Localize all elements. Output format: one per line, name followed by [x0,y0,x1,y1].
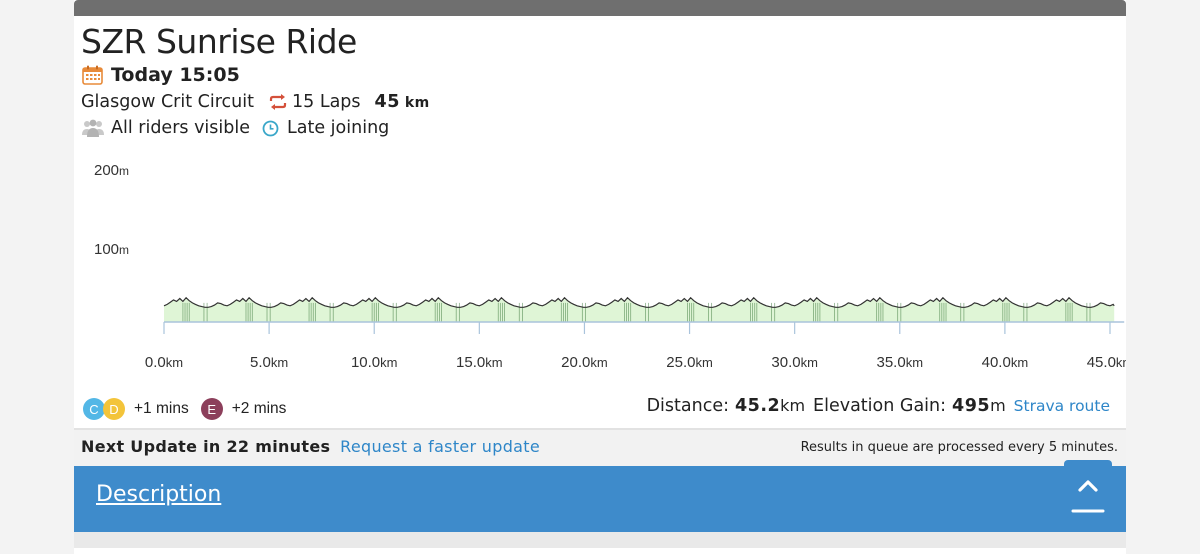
strava-route-link[interactable]: Strava route [1013,397,1110,415]
elevation-area [164,297,1115,322]
scroll-to-top-button[interactable] [1064,460,1112,518]
route-distance-value: 45 [374,92,400,112]
next-update: Next Update in 22 minutes Request a fast… [81,437,540,456]
y-tick-label: 200m [94,162,129,179]
route-row: Glasgow Crit Circuit 15 Laps 45 km [81,92,430,112]
distance-unit: km [780,396,806,415]
route-stats: Distance: 45.2 km Elevation Gain: 495 m … [647,396,1110,416]
category-e-offset: +2 mins [231,400,287,417]
route-name: Glasgow Crit Circuit [81,92,254,112]
laps-count: 15 Laps [291,92,361,112]
y-tick-label: 100m [94,241,129,258]
x-tick-label: 0.0km [145,354,183,371]
x-tick-label: 25.0km [666,354,713,371]
x-tick-label: 45.0km [1087,354,1126,371]
laps-info: 15 Laps [268,92,361,112]
late-joining-text: Late joining [287,118,390,138]
event-date-row: Today 15:05 [82,64,240,86]
request-faster-update-link[interactable]: Request a faster update [340,437,540,456]
category-offsets: C D +1 mins E +2 mins [83,398,286,420]
riders-group-icon [82,119,104,137]
route-distance-unit: km [404,95,430,111]
event-card: SZR Sunrise Ride Today 15:05 Glasgow Cri… [74,0,1126,554]
description-toggle[interactable]: Description [96,482,222,507]
elevation-unit: m [990,396,1006,415]
category-c-badge: C [83,398,105,420]
x-tick-label: 15.0km [456,354,503,371]
event-title: SZR Sunrise Ride [81,22,357,61]
description-bar[interactable]: Description [74,460,1126,532]
x-tick-label: 40.0km [982,354,1029,371]
elevation-line [163,296,1115,308]
event-date: Today 15:05 [111,64,240,86]
category-e-badge: E [200,398,223,420]
visibility-text: All riders visible [111,118,251,138]
route-distance: 45 km [375,92,430,112]
x-tick-label: 10.0km [351,354,398,371]
elevation-value: 495 [952,396,991,416]
chevron-up-icon [1071,480,1105,513]
elevation-profile-chart: 200m 100m 0.0km 5.0km 10.0km 15.0km 20.0km 25.… [94,162,1126,371]
elevation-label: Elevation Gain: [813,396,947,416]
x-tick-label: 20.0km [561,354,608,371]
divider [74,428,1126,430]
next-update-text: Next Update in 22 minutes [81,437,331,456]
category-d-badge: D [103,398,125,420]
elevation-detail-marks [182,302,1091,322]
category-d-offset: +1 mins [134,400,189,417]
calendar-icon [82,65,103,85]
top-bar [74,0,1126,16]
queue-note: Results in queue are processed every 5 m… [800,440,1118,455]
x-tick-label: 30.0km [771,354,818,371]
x-tick-label: 5.0km [250,354,288,371]
distance-value: 45.2 [734,396,781,416]
repeat-icon [269,94,287,110]
visibility-row: All riders visible Late joining [82,118,389,138]
bottom-strip [74,532,1126,554]
update-bar: Next Update in 22 minutes Request a fast… [74,430,1126,466]
distance-label: Distance: [646,396,729,416]
clock-icon [262,120,279,136]
x-tick-label: 35.0km [877,354,924,371]
